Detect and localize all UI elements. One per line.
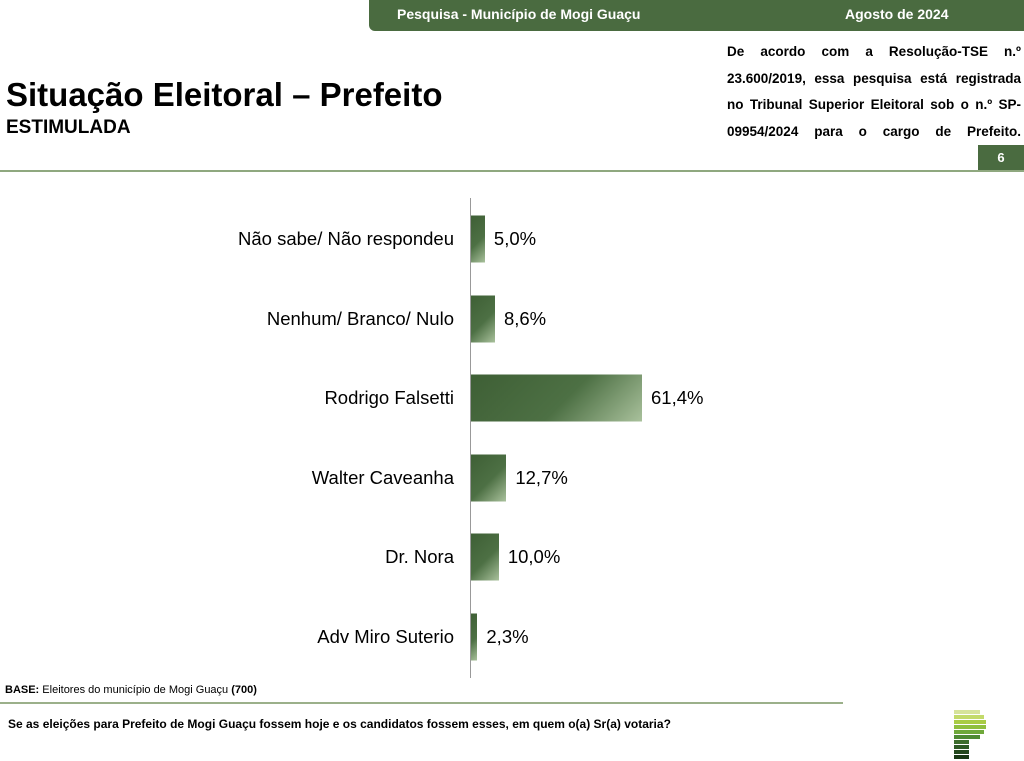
divider — [0, 170, 1024, 172]
header-bar: Pesquisa - Município de Mogi Guaçu Agost… — [369, 0, 1024, 31]
bar — [471, 454, 507, 502]
data-label: 61,4% — [651, 387, 704, 409]
category-label: Não sabe/ Não respondeu — [238, 228, 454, 249]
base-count: (700) — [231, 684, 257, 696]
registration-note: De acordo com a Resolução-TSE n.º 23.600… — [727, 44, 1021, 139]
data-label: 12,7% — [515, 466, 568, 488]
base-text: Eleitores do município de Mogi Guaçu — [39, 684, 232, 696]
category-label: Nenhum/ Branco/ Nulo — [266, 307, 454, 329]
divider — [0, 702, 843, 704]
data-label: 10,0% — [507, 546, 561, 568]
base-note: BASE: Eleitores do município de Mogi Gua… — [5, 684, 257, 696]
data-label: 5,0% — [493, 228, 537, 249]
base-label: BASE: — [5, 684, 40, 696]
page-number: 6 — [978, 145, 1024, 170]
page-subtitle: ESTIMULADA — [6, 117, 131, 138]
category-label: Adv Miro Suterio — [317, 626, 454, 647]
bar — [471, 295, 495, 343]
survey-date: Agosto de 2024 — [845, 6, 949, 22]
brand-logo-icon — [954, 710, 986, 759]
page-title: Situação Eleitoral – Prefeito — [6, 76, 443, 113]
category-label: Rodrigo Falsetti — [324, 387, 454, 409]
bar — [471, 215, 485, 263]
survey-label: Pesquisa - Município de Mogi Guaçu — [397, 6, 641, 22]
survey-question: Se as eleições para Prefeito de Mogi Gua… — [8, 717, 671, 731]
category-label: Walter Caveanha — [311, 466, 454, 488]
data-label: 8,6% — [503, 307, 547, 329]
bar — [471, 613, 478, 661]
bar — [471, 533, 499, 581]
category-label: Dr. Nora — [385, 546, 454, 568]
chart-axis — [470, 198, 471, 678]
bar — [471, 374, 642, 422]
data-label: 2,3% — [486, 626, 529, 647]
